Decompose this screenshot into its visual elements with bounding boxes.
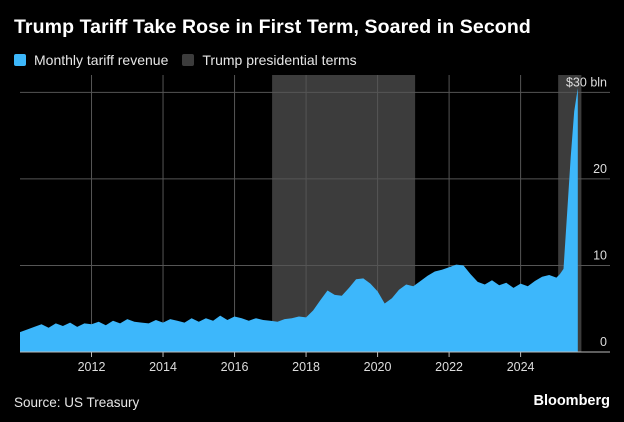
y-tick-label-0: 0 — [600, 335, 607, 349]
y-tick-label-20: 20 — [593, 162, 607, 176]
x-tick-label-2022: 2022 — [435, 360, 463, 374]
x-tick-label-2014: 2014 — [149, 360, 177, 374]
x-tick-label-2018: 2018 — [292, 360, 320, 374]
legend-swatch-terms — [182, 54, 195, 66]
chart-title: Trump Tariff Take Rose in First Term, So… — [14, 16, 531, 38]
legend-swatch-revenue — [14, 54, 26, 66]
legend-item-revenue: Monthly tariff revenue — [14, 52, 168, 68]
x-tick-label-2024: 2024 — [507, 360, 535, 374]
revenue-area — [20, 88, 578, 352]
legend-label-terms: Trump presidential terms — [202, 52, 357, 68]
legend-label-revenue: Monthly tariff revenue — [34, 52, 169, 68]
source-note: Source: US Treasury — [14, 395, 140, 410]
legend-item-terms: Trump presidential terms — [182, 52, 357, 68]
chart-legend: Monthly tariff revenue Trump presidentia… — [14, 52, 371, 68]
x-tick-label-2012: 2012 — [78, 360, 106, 374]
x-tick-label-2016: 2016 — [221, 360, 249, 374]
y-tick-label-30: $30 bln — [566, 75, 607, 89]
y-tick-label-10: 10 — [593, 248, 607, 262]
bloomberg-logo: Bloomberg — [533, 393, 610, 409]
x-tick-label-2020: 2020 — [364, 360, 392, 374]
